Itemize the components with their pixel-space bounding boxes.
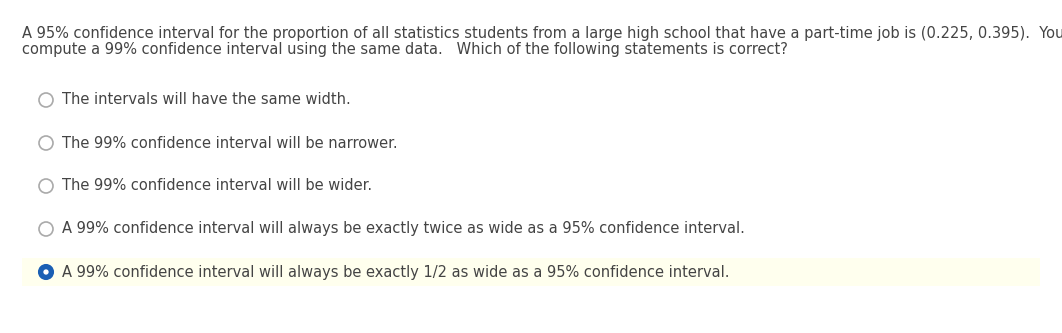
FancyBboxPatch shape: [22, 258, 1040, 286]
Circle shape: [44, 269, 49, 275]
Text: A 95% confidence interval for the proportion of all statistics students from a l: A 95% confidence interval for the propor…: [22, 26, 1062, 41]
Text: A 99% confidence interval will always be exactly 1/2 as wide as a 95% confidence: A 99% confidence interval will always be…: [62, 264, 730, 279]
Text: compute a 99% confidence interval using the same data.   Which of the following : compute a 99% confidence interval using …: [22, 42, 788, 57]
Circle shape: [39, 222, 53, 236]
Text: The intervals will have the same width.: The intervals will have the same width.: [62, 93, 350, 108]
Circle shape: [39, 93, 53, 107]
Text: The 99% confidence interval will be narrower.: The 99% confidence interval will be narr…: [62, 136, 397, 151]
Circle shape: [39, 179, 53, 193]
Text: The 99% confidence interval will be wider.: The 99% confidence interval will be wide…: [62, 178, 372, 193]
Circle shape: [39, 265, 53, 279]
Circle shape: [39, 136, 53, 150]
Text: A 99% confidence interval will always be exactly twice as wide as a 95% confiden: A 99% confidence interval will always be…: [62, 221, 744, 236]
